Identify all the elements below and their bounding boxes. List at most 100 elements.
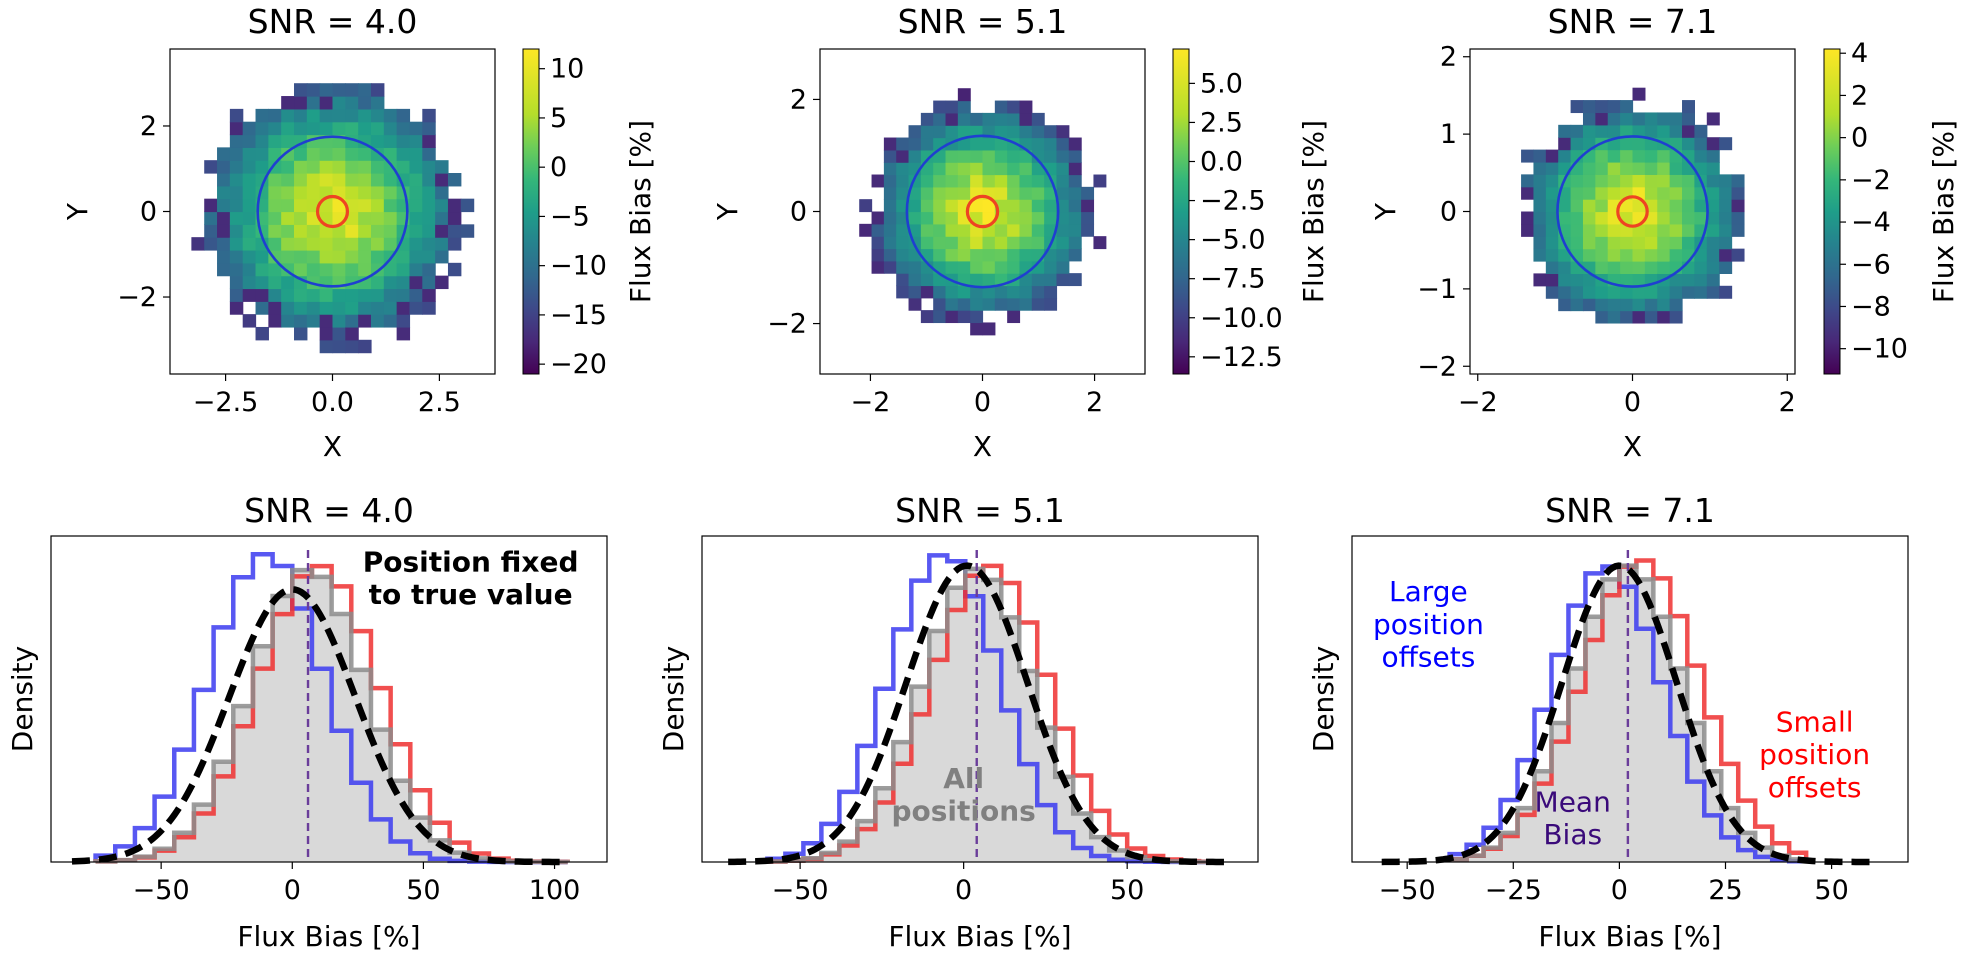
heatmap-cell — [294, 211, 308, 225]
heatmap-cell — [1644, 285, 1658, 299]
colorbar-tick-label: −12.5 — [1200, 342, 1283, 373]
heatmap-cell — [1595, 223, 1609, 237]
chart-title: SNR = 4.0 — [248, 2, 418, 41]
heatmap-cell — [1644, 298, 1658, 312]
chart-title: SNR = 5.1 — [898, 2, 1068, 41]
heatmap-cell — [1682, 100, 1695, 114]
heatmap-cell — [883, 248, 897, 262]
heatmap-cell — [1657, 174, 1671, 188]
heatmap-cell — [1632, 149, 1646, 163]
y-tick-label: 2 — [140, 111, 157, 142]
heatmap-cell — [1545, 161, 1559, 175]
heatmap-cell — [1682, 211, 1695, 225]
heatmap-cell — [1031, 260, 1045, 274]
heatmap-cell — [1607, 310, 1621, 324]
heatmap-cell — [1657, 310, 1671, 324]
heatmap-cell — [255, 134, 269, 148]
heatmap-cell — [447, 224, 462, 238]
heatmap-cell — [358, 249, 372, 264]
heatmap-cell — [383, 147, 398, 161]
heatmap-cell — [1031, 285, 1045, 299]
heatmap-cell — [268, 301, 282, 315]
large-offsets-histogram — [765, 553, 1218, 865]
red-circle — [315, 194, 350, 229]
heatmap-cell — [1570, 100, 1584, 114]
heatmap-cell — [970, 297, 984, 311]
heatmap-cell — [1607, 248, 1621, 262]
heatmap-cell — [1607, 285, 1621, 299]
heatmap-cell — [920, 199, 934, 213]
heatmap-cell — [1620, 310, 1634, 324]
histogram-panel-snr-7-1: LargepositionoffsetsSmallpositionoffsets… — [1307, 491, 1909, 953]
heatmap-cell — [358, 185, 372, 200]
heatmap-cell — [358, 314, 372, 328]
heatmap-cell — [396, 326, 411, 341]
heatmap-cell — [229, 108, 244, 123]
heatmap-cell — [970, 211, 984, 225]
chart-title: SNR = 5.1 — [895, 491, 1065, 530]
heatmap-cell — [1657, 149, 1671, 163]
heatmap-cell — [281, 147, 295, 161]
heatmap-cell — [1620, 285, 1634, 299]
heatmap-cell — [896, 149, 910, 163]
heatmap-cell — [1632, 87, 1646, 101]
heatmap-cell — [957, 112, 971, 126]
heatmap-cell — [1682, 223, 1695, 237]
heatmap-cell — [1694, 273, 1708, 287]
heatmap-cell — [1669, 248, 1683, 262]
heatmap-cell — [1056, 149, 1070, 163]
colorbar-label: Flux Bias [%] — [1927, 120, 1960, 303]
y-axis-label: Density — [657, 646, 690, 752]
heatmap-cell — [370, 301, 385, 315]
heatmap-cell — [306, 237, 321, 251]
heatmap-cell — [358, 147, 372, 161]
heatmap-cell — [1056, 174, 1070, 188]
heatmap-cell — [217, 262, 231, 277]
heatmap-cell — [229, 160, 244, 174]
heatmap-cell — [242, 275, 257, 290]
heatmap-cell — [1521, 223, 1535, 237]
heatmap-cell — [1719, 248, 1733, 262]
heatmap-cell — [1044, 199, 1058, 213]
heatmap-cell — [994, 285, 1008, 299]
heatmap-cell — [396, 275, 411, 290]
heatmap-cell — [1007, 125, 1021, 139]
heatmap-cell — [294, 237, 308, 251]
colorbar-tick-label: −10.0 — [1200, 303, 1283, 334]
heatmap-cell — [1682, 186, 1695, 200]
heatmap-cell — [332, 237, 346, 251]
heatmap-cell — [358, 275, 372, 290]
x-tick-label: −50 — [772, 875, 829, 906]
heatmap-cell — [306, 83, 321, 97]
heatmap-cell — [1669, 236, 1683, 250]
heatmap-cell — [933, 211, 947, 225]
heatmap-cell — [332, 249, 346, 264]
heatmap-cell — [345, 224, 359, 238]
heatmap-cell — [294, 326, 308, 341]
heatmap-cell — [1533, 236, 1547, 250]
heatmap-cell — [370, 314, 385, 328]
heatmap-cell — [229, 288, 244, 302]
all-positions-histogram — [765, 566, 1220, 865]
heatmap-cell — [409, 237, 423, 251]
heatmap-cell — [970, 310, 984, 324]
heatmap-cell — [229, 211, 244, 225]
chart-title: SNR = 7.1 — [1545, 491, 1715, 530]
heatmap-cell — [970, 260, 984, 274]
heatmap-cell — [345, 288, 359, 302]
heatmap-cell — [217, 198, 231, 213]
heatmap-cell — [1669, 199, 1683, 213]
heatmap-cell — [1558, 199, 1572, 213]
heatmap-cell — [319, 96, 334, 110]
heatmap-cell — [1558, 124, 1572, 138]
heatmap-cell — [1582, 236, 1596, 250]
heatmap-cell — [920, 149, 934, 163]
heatmap-cell — [896, 273, 910, 287]
heatmap-cell — [306, 314, 321, 328]
heatmap-cell — [383, 224, 398, 238]
heatmap-cell — [1719, 285, 1733, 299]
heatmap-cell — [306, 173, 321, 187]
heatmap-cell — [1570, 186, 1584, 200]
heatmap-cell — [268, 134, 282, 148]
